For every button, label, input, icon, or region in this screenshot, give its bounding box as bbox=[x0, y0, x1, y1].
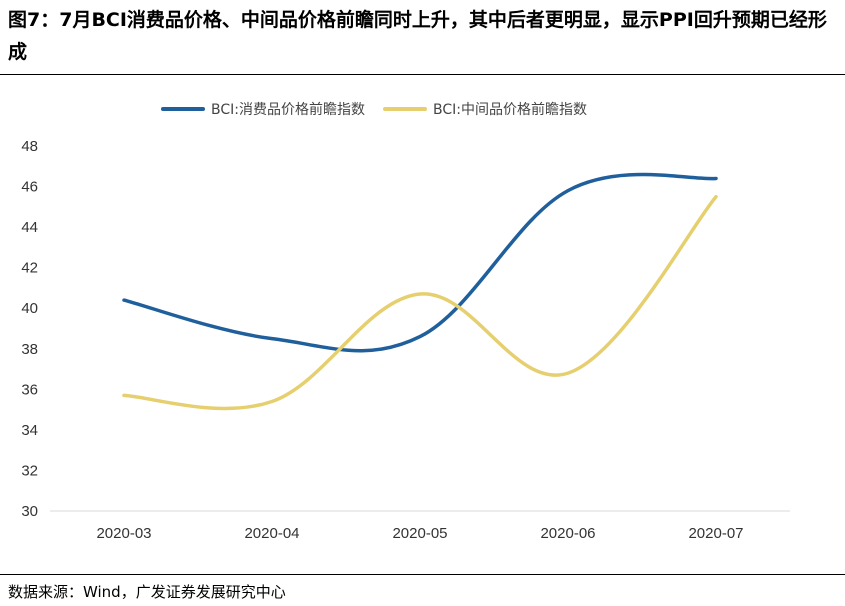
y-tick-label: 38 bbox=[21, 341, 38, 358]
x-axis: 2020-03 2020-04 2020-05 2020-06 2020-07 bbox=[50, 510, 790, 542]
y-tick-label: 32 bbox=[21, 462, 38, 479]
chart-legend: BCI:消费品价格前瞻指数 BCI:中间品价格前瞻指数 bbox=[161, 101, 587, 118]
x-tick-label: 2020-03 bbox=[96, 525, 151, 542]
y-tick-label: 40 bbox=[21, 300, 38, 317]
y-tick-label: 36 bbox=[21, 381, 38, 398]
series-line-2 bbox=[122, 194, 718, 411]
x-tick-label: 2020-04 bbox=[244, 525, 299, 542]
legend-label-2: BCI:中间品价格前瞻指数 bbox=[433, 101, 587, 118]
figure-title: 图7：7月BCI消费品价格、中间品价格前瞻同时上升，其中后者更明显，显示PPI回… bbox=[8, 9, 827, 63]
y-tick-label: 34 bbox=[21, 422, 38, 439]
y-tick-label: 30 bbox=[21, 503, 38, 520]
x-tick-label: 2020-06 bbox=[540, 525, 595, 542]
series-lines bbox=[122, 172, 718, 411]
y-axis: 30 32 34 36 38 40 42 44 46 48 bbox=[21, 138, 38, 520]
line-chart: BCI:消费品价格前瞻指数 BCI:中间品价格前瞻指数 30 32 34 36 38 40 4… bbox=[21, 101, 790, 542]
title-divider bbox=[0, 74, 845, 75]
source-note: 数据来源：Wind，广发证券发展研究中心 bbox=[8, 583, 286, 601]
x-tick-label: 2020-07 bbox=[688, 525, 743, 542]
y-tick-label: 48 bbox=[21, 138, 38, 155]
series-line-1 bbox=[122, 172, 718, 353]
source-divider bbox=[0, 574, 845, 575]
y-tick-label: 46 bbox=[21, 179, 38, 196]
y-tick-label: 44 bbox=[21, 219, 38, 236]
legend-label-1: BCI:消费品价格前瞻指数 bbox=[211, 101, 365, 118]
x-tick-label: 2020-05 bbox=[392, 525, 447, 542]
y-tick-label: 42 bbox=[21, 260, 38, 277]
